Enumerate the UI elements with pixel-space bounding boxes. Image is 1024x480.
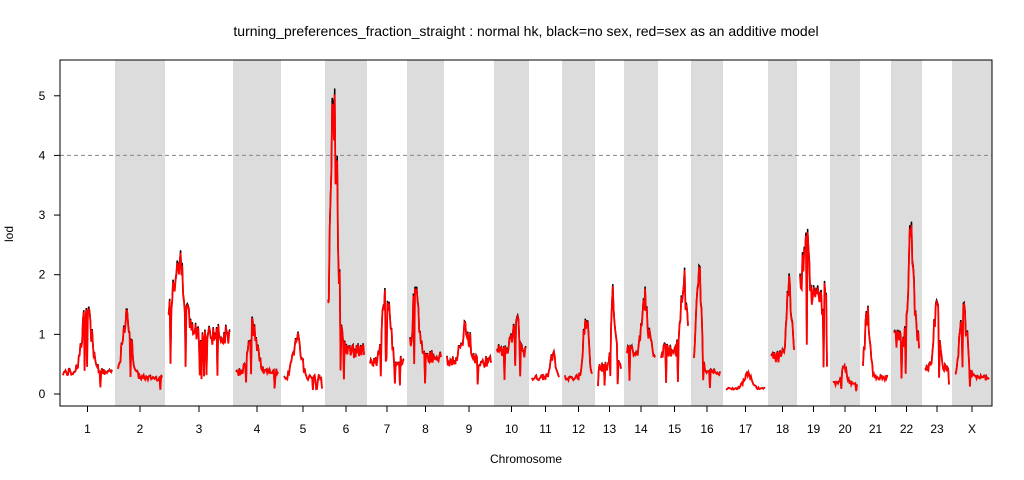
x-axis-label: Chromosome xyxy=(490,452,562,466)
x-tick-label: 23 xyxy=(930,422,944,436)
line-sex-additive-chr-16 xyxy=(693,265,721,388)
line-sex-additive-chr-3 xyxy=(167,253,231,380)
x-tick-label: 3 xyxy=(196,422,203,436)
line-no-sex-chr-9 xyxy=(446,319,492,385)
line-sex-additive-chr-12 xyxy=(564,320,593,384)
band-chr-16 xyxy=(691,60,723,406)
x-tick-label: 1 xyxy=(84,422,91,436)
x-tick-label: 16 xyxy=(700,422,714,436)
line-sex-additive-chr-18 xyxy=(770,275,795,363)
line-sex-additive-chr-23 xyxy=(924,299,950,385)
y-tick-label: 3 xyxy=(39,208,46,222)
line-sex-additive-chr-7 xyxy=(369,290,405,386)
line-sex-additive-chr-5 xyxy=(283,332,323,391)
x-tick-label: 11 xyxy=(539,422,552,436)
x-tick-label: X xyxy=(968,422,976,436)
line-sex-additive-chr-10 xyxy=(496,313,527,380)
x-tick-label: 22 xyxy=(900,422,914,436)
x-tick-label: 17 xyxy=(739,422,753,436)
line-sex-additive-chr-22 xyxy=(893,225,920,379)
x-tick-label: 19 xyxy=(807,422,821,436)
x-tick-label: 7 xyxy=(384,422,391,436)
x-tick-label: 9 xyxy=(466,422,473,436)
band-chr-2 xyxy=(115,60,165,406)
line-sex-additive-chr-15 xyxy=(660,269,689,383)
line-sex-additive-chr-20 xyxy=(832,362,858,392)
y-tick-label: 4 xyxy=(39,148,46,162)
line-sex-additive-chr-13 xyxy=(597,286,622,387)
x-tick-label: 8 xyxy=(422,422,429,436)
line-sex-additive-chr-6 xyxy=(327,94,365,380)
y-tick-label: 2 xyxy=(39,268,46,282)
line-sex-additive-chr-2 xyxy=(117,309,163,390)
line-sex-additive-chr-19 xyxy=(799,232,828,368)
y-axis: 0 1 2 3 4 5 xyxy=(39,89,60,401)
chart-title: turning_preferences_fraction_straight : … xyxy=(233,23,818,39)
line-sex-additive-chr-9 xyxy=(446,320,492,385)
x-tick-label: 12 xyxy=(572,422,586,436)
x-tick-label: 13 xyxy=(603,422,617,436)
x-tick-label: 5 xyxy=(300,422,307,436)
line-sex-additive-chr-X xyxy=(954,302,990,387)
line-sex-additive-chr-1 xyxy=(62,308,113,388)
line-sex-additive-chr-11 xyxy=(531,348,560,382)
y-tick-label: 0 xyxy=(39,387,46,401)
x-tick-label: 20 xyxy=(838,422,852,436)
x-tick-label: 10 xyxy=(505,422,519,436)
line-sex-additive-chr-14 xyxy=(626,288,656,381)
line-sex-additive-chr-4 xyxy=(235,317,279,389)
x-tick-label: 6 xyxy=(343,422,350,436)
y-tick-label: 1 xyxy=(39,327,46,341)
band-chr-20 xyxy=(830,60,860,406)
y-axis-label: lod xyxy=(2,226,16,242)
line-sex-additive-chr-8 xyxy=(409,288,442,384)
x-tick-label: 14 xyxy=(634,422,648,436)
band-chr-4 xyxy=(233,60,281,406)
series-sex-additive xyxy=(62,94,990,392)
y-tick-label: 5 xyxy=(39,89,46,103)
x-tick-label: 4 xyxy=(254,422,261,436)
chromosome-bands xyxy=(115,60,992,406)
plot-frame xyxy=(59,59,993,407)
x-tick-label: 18 xyxy=(776,422,790,436)
x-axis: 1 2 3 4 5 6 7 8 9 10 11 12 13 14 15 16 17 18 19 20 21 22 23 X xyxy=(84,406,976,436)
line-sex-additive-chr-21 xyxy=(862,307,889,384)
x-tick-label: 15 xyxy=(668,422,682,436)
x-tick-label: 21 xyxy=(869,422,883,436)
line-sex-additive-chr-17 xyxy=(725,369,766,391)
x-tick-label: 2 xyxy=(137,422,144,436)
